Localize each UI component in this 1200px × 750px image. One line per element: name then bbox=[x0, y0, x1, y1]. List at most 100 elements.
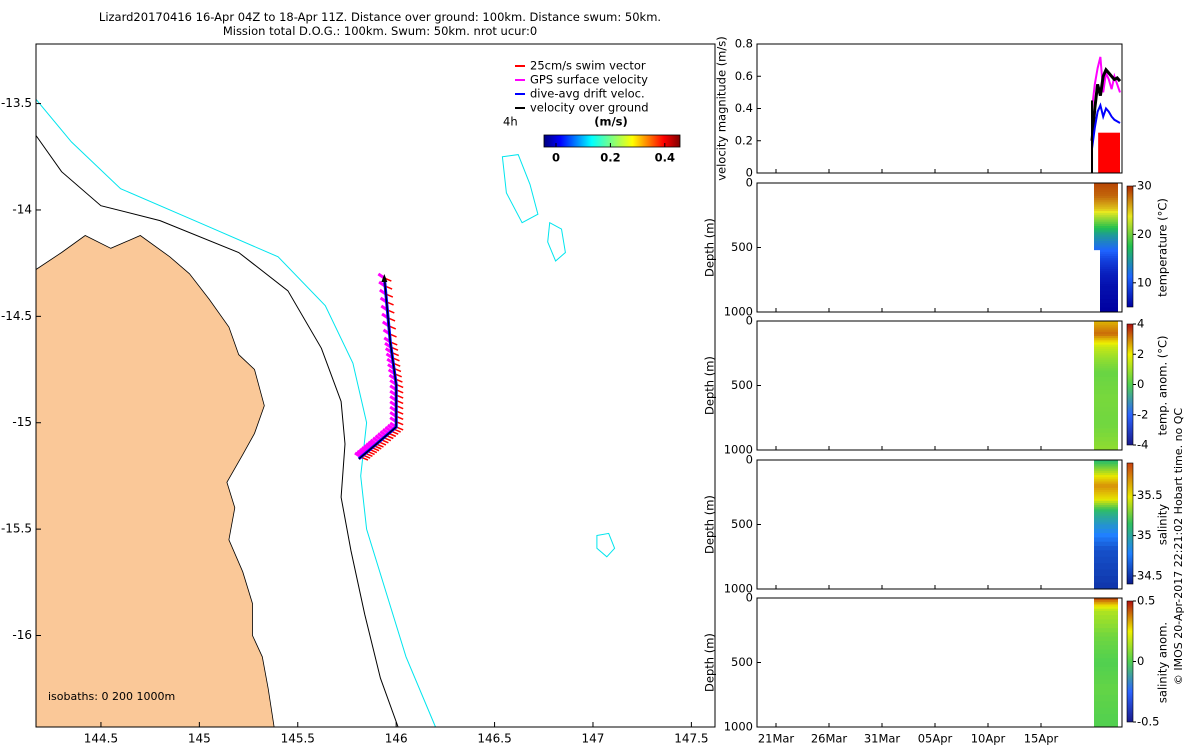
velocity-over-ground-track bbox=[358, 277, 397, 460]
colorbar-title: (m/s) bbox=[594, 115, 628, 129]
section-cell bbox=[1094, 336, 1118, 339]
section-cell bbox=[1094, 524, 1118, 530]
section-cell bbox=[1094, 477, 1118, 480]
legend-interval-label: 4h bbox=[503, 115, 518, 129]
section-cell bbox=[1094, 217, 1118, 221]
section-cell bbox=[1094, 226, 1118, 229]
section-cell bbox=[1094, 346, 1118, 350]
section-cell bbox=[1094, 247, 1118, 251]
section-cell bbox=[1094, 394, 1118, 399]
map-y-tick-label: -14 bbox=[12, 202, 32, 216]
section-cell bbox=[1100, 262, 1118, 266]
map-x-tick-label: 147 bbox=[582, 732, 605, 746]
section-cell bbox=[1094, 245, 1118, 248]
section-y-tick-label: 0 bbox=[746, 591, 753, 605]
track-end-arrow bbox=[381, 274, 388, 283]
section-cell bbox=[1094, 236, 1118, 240]
section-colorbar-tick-label: 35.5 bbox=[1137, 488, 1163, 502]
section-cell bbox=[1094, 368, 1118, 371]
section-cell bbox=[1094, 701, 1118, 709]
section-cell bbox=[1100, 279, 1118, 283]
section-cell bbox=[1094, 445, 1118, 451]
section-y-tick-label: 500 bbox=[731, 378, 753, 392]
section-colorbar bbox=[1126, 462, 1134, 585]
section-cell bbox=[1094, 513, 1118, 517]
section-colorbar bbox=[1126, 323, 1134, 446]
section-cell bbox=[1094, 364, 1118, 367]
section-cell bbox=[1094, 494, 1118, 498]
section-cell bbox=[1094, 481, 1118, 485]
section-cell bbox=[1094, 466, 1118, 470]
section-cell bbox=[1094, 623, 1118, 629]
section-cell bbox=[1100, 277, 1118, 281]
section-colorbar-tick-label: 34.5 bbox=[1137, 568, 1163, 582]
colorbar-tick-label: 0 bbox=[552, 151, 560, 165]
section-cell bbox=[1100, 249, 1118, 253]
section-cell bbox=[1094, 487, 1118, 491]
section-cell bbox=[1094, 331, 1118, 335]
legend-item-label: velocity over ground bbox=[530, 101, 649, 115]
section-colorbar-label: salinity anom. bbox=[1156, 622, 1170, 703]
section-cell bbox=[1094, 213, 1118, 216]
section-colorbar bbox=[1126, 600, 1134, 723]
reef-outline-1 bbox=[547, 221, 566, 262]
section-colorbar-tick-label: 30 bbox=[1137, 179, 1152, 193]
section-cell bbox=[1100, 253, 1118, 257]
section-y-tick-label: 0 bbox=[746, 176, 753, 190]
section-cell bbox=[1094, 323, 1118, 326]
section-cell bbox=[1094, 241, 1118, 244]
section-colorbar bbox=[1126, 185, 1134, 308]
section-cell bbox=[1094, 340, 1118, 343]
section-cell bbox=[1094, 215, 1118, 218]
section-colorbar-tick-label: 0 bbox=[1137, 377, 1144, 391]
section-cell bbox=[1100, 281, 1118, 285]
section-cell bbox=[1094, 234, 1118, 238]
section-cell bbox=[1100, 307, 1118, 313]
section-cell bbox=[1094, 411, 1118, 417]
section-colorbar-tick-label: 20 bbox=[1137, 227, 1152, 241]
section-cell bbox=[1094, 511, 1118, 515]
velocity-y-tick-label: 0.8 bbox=[735, 37, 753, 51]
velocity-colorbar bbox=[543, 134, 681, 148]
section-y-tick-label: 500 bbox=[731, 240, 753, 254]
section-cell bbox=[1094, 366, 1118, 369]
time-tick-label: 10Apr bbox=[971, 732, 1006, 746]
section-cell bbox=[1094, 464, 1118, 467]
section-cell bbox=[1094, 385, 1118, 391]
time-tick-label: 15Apr bbox=[1024, 732, 1059, 746]
section-cell bbox=[1094, 183, 1118, 186]
section-panel-frame bbox=[756, 320, 1123, 451]
legend-item-label: GPS surface velocity bbox=[530, 73, 648, 87]
section-cell bbox=[1094, 195, 1118, 199]
section-cell bbox=[1094, 376, 1118, 382]
section-cell bbox=[1100, 269, 1118, 272]
section-cell bbox=[1094, 503, 1118, 506]
section-cell bbox=[1094, 582, 1118, 590]
section-cell bbox=[1094, 219, 1118, 223]
section-cell bbox=[1094, 556, 1118, 564]
section-cell bbox=[1094, 462, 1118, 465]
map-x-tick-label: 147.5 bbox=[674, 732, 708, 746]
section-cell bbox=[1094, 204, 1118, 208]
section-y-tick-label: 1000 bbox=[724, 443, 753, 457]
map-y-tick-label: -15 bbox=[12, 415, 32, 429]
section-cell bbox=[1094, 662, 1118, 668]
section-cell bbox=[1094, 428, 1118, 434]
section-cell bbox=[1100, 275, 1118, 279]
section-cell bbox=[1094, 498, 1118, 502]
section-cell bbox=[1094, 522, 1118, 525]
section-cell bbox=[1094, 598, 1118, 601]
section-cell bbox=[1094, 189, 1118, 193]
section-cell bbox=[1094, 419, 1118, 425]
section-cell bbox=[1094, 632, 1118, 638]
reef-outline-0 bbox=[501, 154, 539, 224]
section-panel-frame bbox=[756, 182, 1123, 313]
section-colorbar-tick-label: 4 bbox=[1137, 317, 1144, 331]
section-cell bbox=[1094, 191, 1118, 195]
section-cell bbox=[1094, 353, 1118, 356]
section-panel-frame bbox=[756, 597, 1123, 728]
section-y-tick-label: 1000 bbox=[724, 305, 753, 319]
section-cell bbox=[1094, 193, 1118, 197]
section-cell bbox=[1100, 258, 1118, 261]
map-y-tick-label: -14.5 bbox=[1, 309, 32, 323]
